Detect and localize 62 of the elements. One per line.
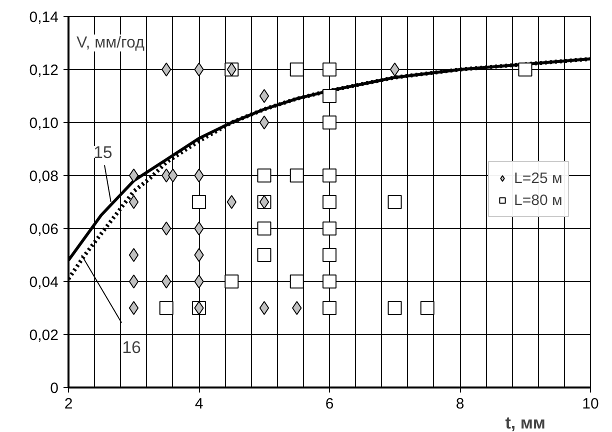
point bbox=[194, 62, 204, 76]
point bbox=[224, 274, 239, 288]
point bbox=[159, 301, 174, 315]
point bbox=[168, 168, 178, 182]
point bbox=[194, 168, 204, 182]
point bbox=[162, 62, 172, 76]
point bbox=[128, 195, 139, 209]
point bbox=[290, 168, 304, 182]
x-tick-label: 8 bbox=[456, 396, 464, 412]
point bbox=[259, 301, 270, 315]
x-axis-title: t, мм bbox=[505, 414, 546, 432]
x-tick-label: 10 bbox=[582, 396, 599, 412]
point bbox=[257, 222, 272, 236]
point bbox=[322, 89, 336, 103]
point bbox=[518, 62, 532, 76]
y-tick-label: 0,06 bbox=[29, 221, 59, 238]
y-tick-label: 0,04 bbox=[29, 274, 59, 291]
y-tick-label: 0,10 bbox=[29, 115, 59, 132]
y-axis-title: V, мм/год bbox=[76, 34, 146, 52]
point bbox=[128, 274, 139, 288]
point bbox=[420, 301, 434, 315]
point bbox=[192, 195, 206, 209]
point bbox=[194, 274, 204, 288]
point bbox=[226, 62, 236, 76]
y-tick-label: 0,12 bbox=[29, 62, 59, 79]
point bbox=[128, 248, 139, 262]
point bbox=[322, 301, 336, 315]
point bbox=[290, 274, 304, 288]
y-tick-label: 0,14 bbox=[29, 9, 59, 26]
point bbox=[194, 222, 204, 236]
point bbox=[322, 62, 336, 76]
x-tick-label: 6 bbox=[325, 396, 334, 412]
point bbox=[322, 195, 336, 209]
x-tick-label: 2 bbox=[64, 396, 73, 412]
annotation: 15 bbox=[93, 143, 112, 162]
point bbox=[257, 168, 272, 182]
point bbox=[390, 62, 400, 76]
point bbox=[322, 168, 336, 182]
y-tick-label: 0,02 bbox=[29, 327, 59, 344]
annotation: 16 bbox=[122, 338, 142, 357]
y-tick-label: 0,08 bbox=[29, 168, 59, 185]
point bbox=[226, 195, 236, 209]
point bbox=[292, 301, 302, 315]
point bbox=[128, 168, 139, 182]
point bbox=[322, 116, 336, 130]
point bbox=[162, 274, 172, 288]
point bbox=[194, 248, 204, 262]
point bbox=[128, 301, 139, 315]
point bbox=[259, 89, 270, 103]
legend-label: L=25 м bbox=[514, 170, 562, 186]
point bbox=[259, 116, 270, 130]
x-tick-label: 4 bbox=[194, 396, 204, 412]
y-tick-label: 0 bbox=[50, 380, 58, 397]
point bbox=[322, 222, 336, 236]
point bbox=[388, 301, 402, 315]
legend-label: L=80 м bbox=[514, 192, 562, 208]
point bbox=[322, 274, 336, 288]
point bbox=[162, 222, 172, 236]
point bbox=[290, 62, 304, 76]
point bbox=[322, 248, 336, 262]
point bbox=[257, 248, 272, 262]
point bbox=[388, 195, 402, 209]
